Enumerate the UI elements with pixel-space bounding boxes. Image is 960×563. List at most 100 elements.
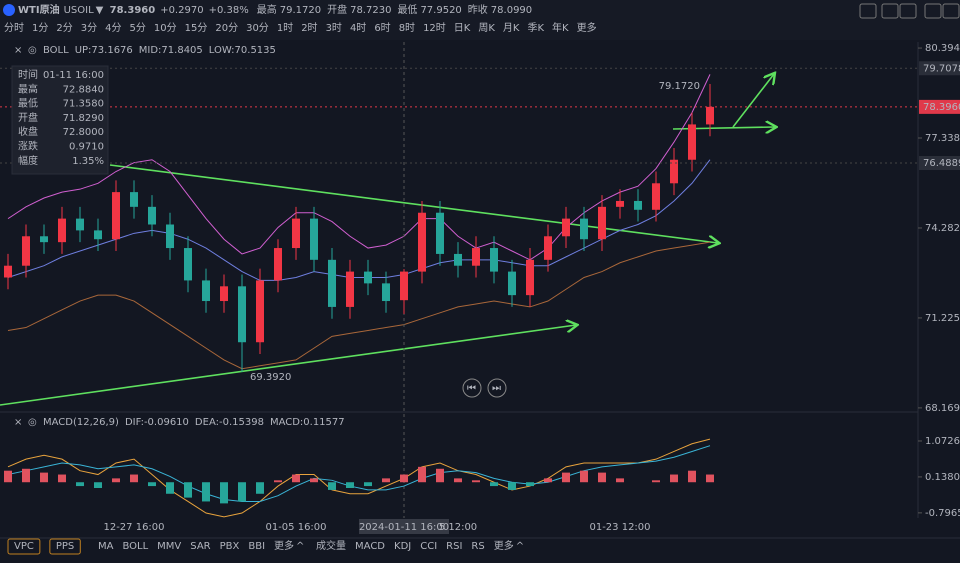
indicator[interactable]: MMV xyxy=(157,541,181,552)
macd-bar xyxy=(130,474,138,483)
toolbar-button[interactable]: PPS xyxy=(56,541,74,552)
timeframe[interactable]: 1分 xyxy=(32,22,48,34)
candle-body xyxy=(256,280,264,343)
indicator[interactable]: 成交量 xyxy=(316,539,346,552)
indicator[interactable]: MA xyxy=(98,541,114,552)
indicator-line xyxy=(7,241,711,370)
indicator[interactable]: CCI xyxy=(420,541,437,552)
info-value: 71.8290 xyxy=(63,113,104,124)
prev-button[interactable] xyxy=(462,378,482,398)
y-tick-label: 80.3945 xyxy=(925,43,960,54)
info-label: 幅度 xyxy=(18,154,38,167)
low-annotation: 69.3920 xyxy=(250,372,291,383)
info-value: 1.35% xyxy=(72,156,104,167)
timeframe[interactable]: 20分 xyxy=(215,22,238,34)
indicator[interactable]: BBI xyxy=(248,541,265,552)
candle-body xyxy=(688,124,696,160)
timeframe[interactable]: 1时 xyxy=(277,22,293,34)
indicator[interactable]: 更多 xyxy=(274,539,294,552)
candle-body xyxy=(382,283,390,302)
indicator[interactable]: KDJ xyxy=(394,541,411,552)
next-button[interactable] xyxy=(487,378,507,398)
macd-bar xyxy=(58,474,66,483)
eye-icon[interactable]: ◎ xyxy=(28,417,37,428)
indicator[interactable]: BOLL xyxy=(122,541,148,552)
close-icon[interactable]: × xyxy=(14,45,22,56)
icon[interactable] xyxy=(924,3,942,19)
candle-body xyxy=(652,183,660,210)
stat-label: 最低 xyxy=(397,3,417,16)
macd-bar xyxy=(598,472,606,483)
trend-line xyxy=(0,325,576,406)
toolbar-button[interactable]: VPC xyxy=(14,541,34,552)
candle-body xyxy=(112,192,120,240)
symbol-code[interactable]: USOIL xyxy=(64,5,94,16)
icon[interactable] xyxy=(899,3,917,19)
price-tag-label: 78.3960 xyxy=(923,102,960,113)
info-value: 72.8840 xyxy=(63,84,104,95)
info-value: 0.9710 xyxy=(69,142,104,153)
timeframe[interactable]: 3分 xyxy=(81,22,97,34)
timeframe[interactable]: 季K xyxy=(527,22,544,34)
y-tick-label: 68.1695 xyxy=(925,403,960,414)
candle-body xyxy=(310,218,318,260)
icon[interactable] xyxy=(942,3,960,19)
indicator[interactable]: RSI xyxy=(446,541,462,552)
price: 78.3960 xyxy=(110,5,156,16)
timeframe[interactable]: 10分 xyxy=(154,22,177,34)
icon[interactable] xyxy=(881,3,899,19)
candle-body xyxy=(616,200,624,207)
macd-bar xyxy=(652,480,660,483)
high-annotation: 79.1720 xyxy=(659,81,700,92)
timeframe[interactable]: 分时 xyxy=(4,22,24,34)
icon[interactable] xyxy=(859,3,877,19)
timeframe[interactable]: 3时 xyxy=(326,22,342,34)
indicator[interactable]: RS xyxy=(471,541,484,552)
close-icon[interactable]: × xyxy=(14,417,22,428)
macd-bar xyxy=(328,482,336,490)
timeframe[interactable]: 5分 xyxy=(130,22,146,34)
indicator[interactable]: SAR xyxy=(190,541,210,552)
macd-bar xyxy=(400,474,408,483)
indicator[interactable]: 更多 xyxy=(494,539,514,552)
timeframe[interactable]: 2时 xyxy=(301,22,317,34)
timeframe[interactable]: 6时 xyxy=(374,22,390,34)
timeframe[interactable]: 4分 xyxy=(105,22,121,34)
change-pct: +0.38% xyxy=(209,5,249,16)
y-tick-label: 0.13806 xyxy=(925,472,960,483)
candle-body xyxy=(580,218,588,240)
candle-body xyxy=(274,248,282,281)
candle-body xyxy=(346,271,354,307)
indicator[interactable]: MACD xyxy=(355,541,385,552)
price-tag-label: 79.7078 xyxy=(923,63,960,74)
timeframe[interactable]: 4时 xyxy=(350,22,366,34)
timeframe[interactable]: 15分 xyxy=(185,22,208,34)
candle-body xyxy=(94,230,102,240)
candle-body xyxy=(490,248,498,272)
candle-body xyxy=(400,271,408,301)
timeframe[interactable]: 8时 xyxy=(399,22,415,34)
timeframe[interactable]: 月K xyxy=(503,22,520,34)
macd-bar xyxy=(472,480,480,483)
eye-icon[interactable]: ◎ xyxy=(28,45,37,56)
timeframe[interactable]: 年K xyxy=(552,21,569,34)
indicator[interactable]: PBX xyxy=(220,541,240,552)
candle-body xyxy=(472,248,480,266)
macd-bar xyxy=(490,482,498,487)
caret: ^ xyxy=(296,541,304,552)
macd-bar xyxy=(454,478,462,483)
timeframe[interactable]: 2分 xyxy=(56,22,72,34)
timeframe[interactable]: 更多 xyxy=(577,21,597,34)
info-label: 最高 xyxy=(18,82,38,95)
timeframe[interactable]: 12时 xyxy=(423,22,446,34)
timeframe[interactable]: 30分 xyxy=(246,22,269,34)
candle-body xyxy=(634,200,642,210)
legend-item: UP:73.1676 xyxy=(75,45,133,56)
y-tick-label: 71.2258 xyxy=(925,313,960,324)
timeframe[interactable]: 日K xyxy=(454,23,471,34)
timeframe[interactable]: 周K xyxy=(478,22,495,34)
macd-bar xyxy=(166,482,174,494)
indicator-line xyxy=(7,74,711,261)
candle-body xyxy=(364,271,372,284)
